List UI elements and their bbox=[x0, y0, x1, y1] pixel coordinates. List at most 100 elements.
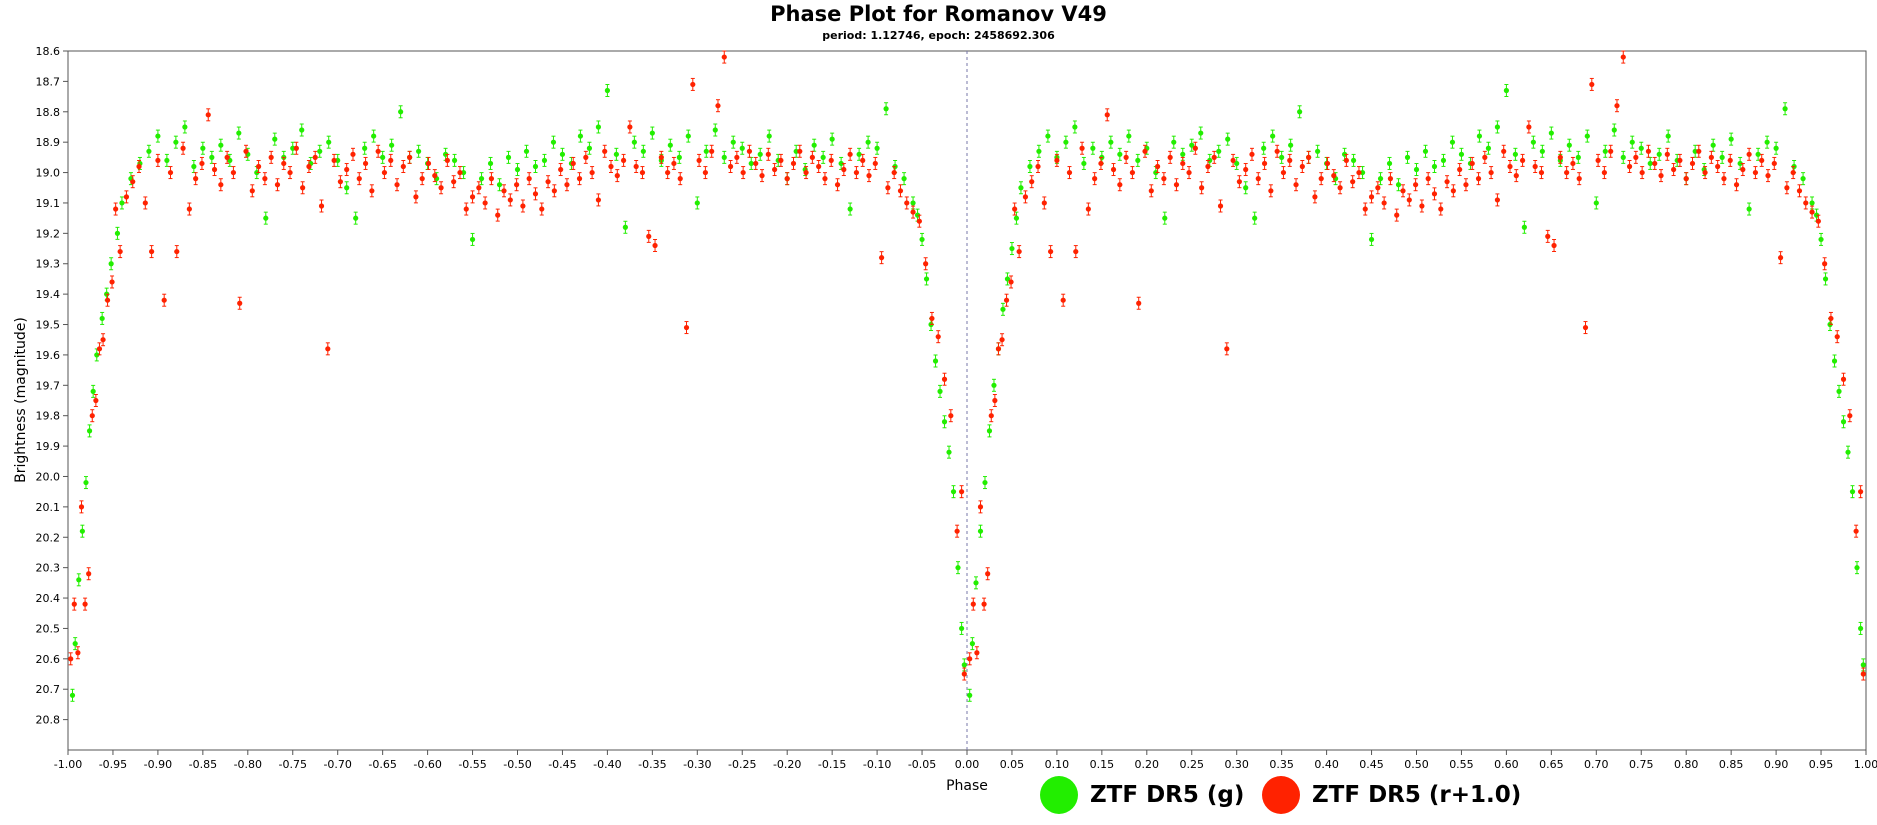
data-point-g bbox=[1000, 306, 1006, 312]
data-point-g bbox=[523, 148, 530, 154]
data-point-g bbox=[1611, 127, 1617, 133]
data-point-r bbox=[1526, 124, 1532, 130]
data-point-r bbox=[564, 182, 570, 188]
data-point-r bbox=[696, 157, 702, 164]
data-point-r bbox=[1746, 151, 1752, 157]
data-point-r bbox=[721, 54, 727, 60]
data-point-r bbox=[1211, 154, 1217, 160]
data-point-g bbox=[263, 215, 269, 221]
data-point-r bbox=[1400, 188, 1406, 194]
y-tick-label: 19.9 bbox=[36, 440, 61, 453]
data-point-r bbox=[1784, 185, 1790, 191]
y-tick-label: 19.6 bbox=[36, 349, 61, 362]
data-point-g bbox=[937, 388, 943, 394]
data-point-r bbox=[1375, 185, 1381, 191]
data-point-g bbox=[1458, 151, 1465, 157]
data-point-r bbox=[1488, 169, 1494, 176]
data-point-g bbox=[559, 151, 566, 157]
data-point-g bbox=[1840, 419, 1847, 425]
data-point-g bbox=[200, 145, 206, 151]
data-point-r bbox=[1482, 154, 1488, 160]
data-point-r bbox=[71, 601, 77, 607]
data-point-r bbox=[1337, 185, 1343, 191]
data-point-r bbox=[451, 179, 457, 185]
data-point-r bbox=[86, 571, 92, 577]
data-point-r bbox=[344, 166, 350, 173]
data-point-g bbox=[550, 139, 557, 145]
data-point-r bbox=[89, 413, 95, 419]
data-point-r bbox=[1671, 166, 1677, 173]
data-point-g bbox=[1422, 148, 1429, 154]
data-point-r bbox=[974, 650, 980, 656]
legend-swatch-r bbox=[1262, 776, 1300, 814]
data-point-g bbox=[613, 151, 619, 157]
data-point-r bbox=[1287, 157, 1293, 164]
data-point-g bbox=[94, 352, 100, 358]
data-point-r bbox=[897, 188, 904, 194]
data-point-r bbox=[1444, 179, 1450, 185]
data-point-r bbox=[1249, 151, 1255, 157]
data-point-g bbox=[1575, 154, 1581, 160]
data-point-r bbox=[1243, 166, 1249, 173]
data-point-r bbox=[941, 376, 948, 382]
data-point-g bbox=[487, 160, 494, 167]
y-tick-label: 19.5 bbox=[36, 319, 61, 332]
data-point-r bbox=[1312, 194, 1318, 200]
x-tick-label: -0.55 bbox=[458, 758, 486, 771]
x-tick-label: -0.25 bbox=[728, 758, 756, 771]
data-point-r bbox=[104, 297, 111, 303]
data-point-r bbox=[627, 124, 633, 130]
data-point-r bbox=[790, 160, 797, 167]
data-point-g bbox=[76, 577, 82, 583]
data-point-r bbox=[1173, 182, 1180, 188]
data-point-g bbox=[1728, 136, 1734, 142]
data-point-r bbox=[891, 169, 897, 176]
data-point-g bbox=[164, 157, 170, 164]
data-point-r bbox=[1658, 173, 1664, 179]
data-point-g bbox=[739, 145, 745, 151]
x-tick-label: 0.25 bbox=[1180, 758, 1205, 771]
data-point-r bbox=[193, 176, 199, 182]
data-point-r bbox=[702, 169, 708, 176]
x-tick-label: 0.35 bbox=[1269, 758, 1294, 771]
y-tick-label: 20.4 bbox=[36, 592, 61, 605]
data-point-r bbox=[1620, 54, 1626, 60]
data-point-r bbox=[96, 346, 103, 352]
data-point-g bbox=[748, 160, 754, 167]
data-point-r bbox=[1614, 103, 1620, 109]
x-tick-label: 0.60 bbox=[1494, 758, 1519, 771]
x-tick-label: 0.50 bbox=[1404, 758, 1429, 771]
data-point-r bbox=[1626, 163, 1633, 170]
data-point-r bbox=[167, 169, 174, 176]
data-point-r bbox=[1576, 176, 1582, 182]
data-point-g bbox=[1315, 148, 1321, 154]
y-tick-label: 20.8 bbox=[36, 714, 61, 727]
data-point-r bbox=[1022, 194, 1029, 200]
data-point-r bbox=[1299, 163, 1305, 170]
data-point-g bbox=[1566, 142, 1572, 148]
y-tick-label: 19.2 bbox=[36, 227, 61, 240]
data-point-g bbox=[586, 145, 593, 151]
data-point-r bbox=[1759, 157, 1765, 164]
x-tick-label: 0.85 bbox=[1719, 758, 1744, 771]
x-tick-label: 0.20 bbox=[1135, 758, 1160, 771]
data-point-g bbox=[290, 145, 296, 151]
data-point-r bbox=[671, 160, 677, 167]
data-point-g bbox=[99, 315, 105, 322]
data-point-r bbox=[1142, 148, 1148, 154]
data-point-g bbox=[108, 261, 114, 267]
data-point-r bbox=[180, 145, 186, 151]
data-point-r bbox=[539, 206, 545, 212]
data-point-r bbox=[545, 179, 551, 185]
data-point-r bbox=[1608, 148, 1614, 154]
data-point-g bbox=[1476, 133, 1483, 139]
x-tick-label: -0.85 bbox=[189, 758, 217, 771]
x-tick-label: 0.45 bbox=[1359, 758, 1384, 771]
data-point-r bbox=[734, 154, 740, 160]
data-point-r bbox=[507, 197, 513, 203]
data-point-g bbox=[1386, 160, 1393, 167]
data-point-r bbox=[1406, 197, 1412, 203]
y-tick-label: 18.7 bbox=[36, 75, 61, 88]
data-point-r bbox=[1318, 176, 1324, 182]
data-point-g bbox=[1027, 163, 1033, 170]
